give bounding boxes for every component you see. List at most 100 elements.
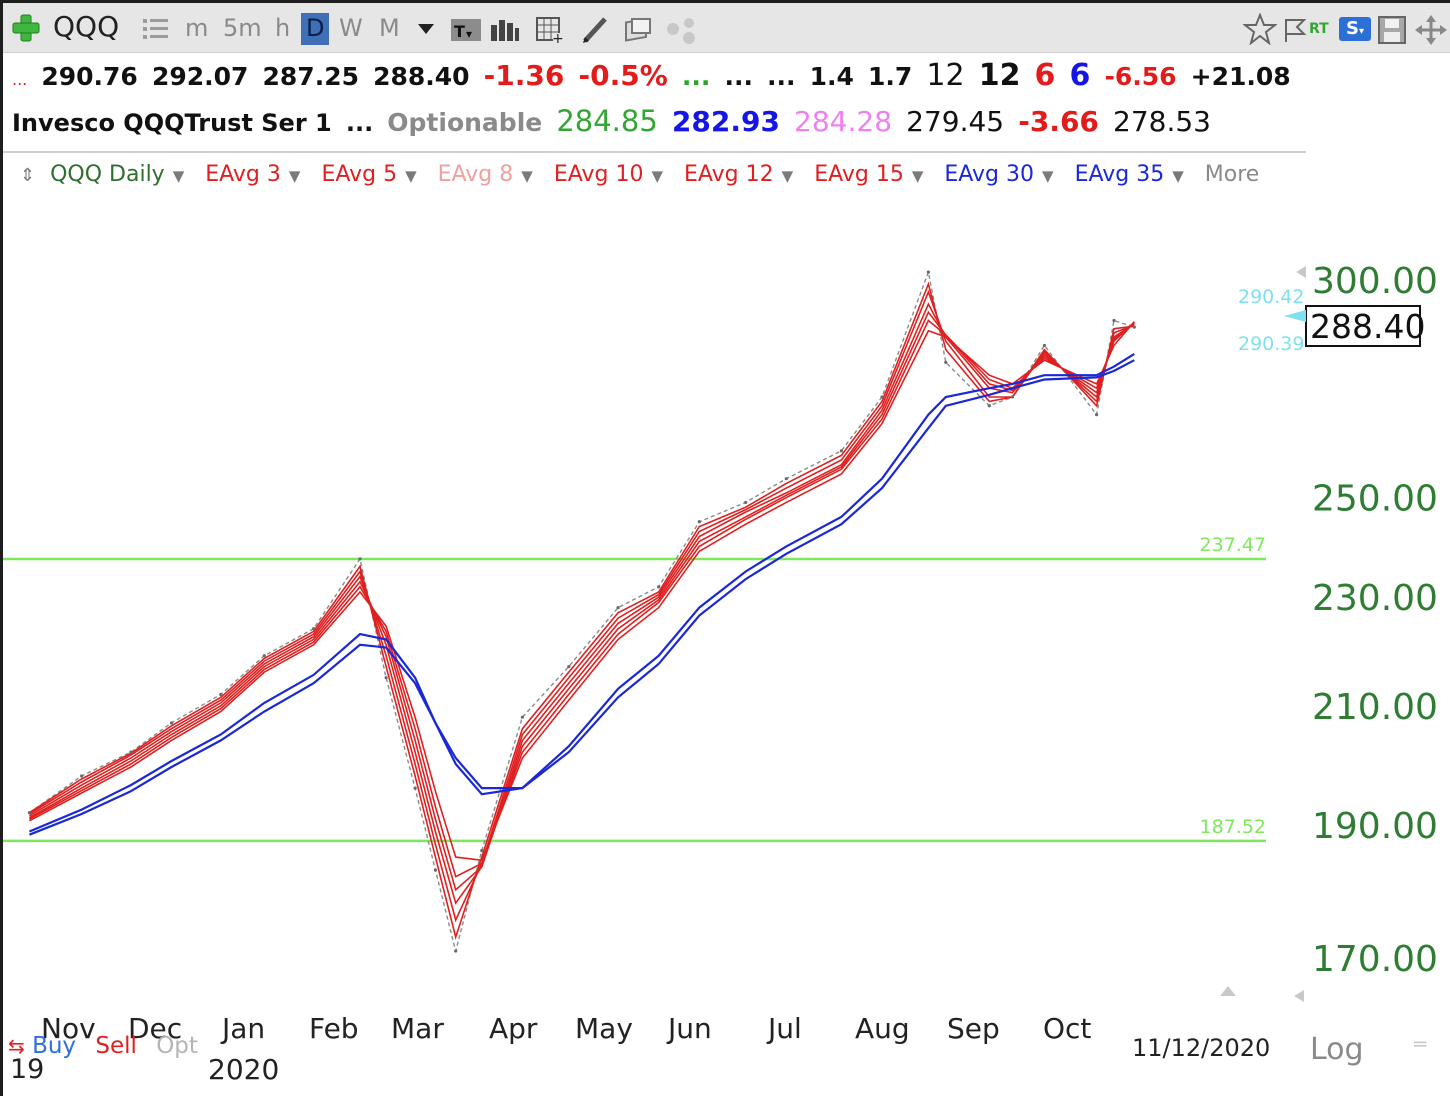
optionable-label: Optionable — [387, 108, 543, 137]
legend-eavg-15[interactable]: EAvg 15 — [814, 162, 904, 187]
legend-grip-icon[interactable]: ⇕ — [20, 165, 36, 186]
calendar-grid-icon[interactable]: + — [535, 15, 565, 45]
chart-type-icon[interactable]: T ▾ — [451, 17, 483, 43]
order-arrows-icon[interactable]: ⇆ — [8, 1034, 25, 1058]
legend-eavg-5-dropdown-icon[interactable]: ▼ — [405, 167, 417, 185]
close-point — [1095, 413, 1099, 417]
axis-layer: 300.00 250.00 230.00 210.00 190.00 170.00 Nov D… — [41, 261, 1438, 1045]
quote-value-2: 1.7 — [868, 62, 913, 91]
save-icon[interactable] — [1377, 15, 1409, 45]
quote-value-6: 6 — [1069, 58, 1091, 93]
indicator-legend: ⇕ QQQ Daily ▼ EAvg 3 ▼ EAvg 5 ▼ EAvg 8 ▼ EAv… — [20, 162, 1267, 187]
quote2-value-4: 279.45 — [906, 105, 1005, 138]
close-point — [520, 715, 525, 719]
flag-icon[interactable] — [1283, 17, 1307, 43]
timeframe-m-monthly[interactable]: M — [379, 14, 400, 42]
scroll-up-icon[interactable] — [1296, 266, 1306, 278]
series-line-eavg-30 — [28, 352, 1135, 833]
legend-eavg-12[interactable]: EAvg 12 — [684, 162, 774, 187]
sell-button[interactable]: Sell — [95, 1033, 137, 1059]
scan-button[interactable]: S▾ — [1339, 17, 1371, 41]
settings-toggle-icon[interactable]: ═ — [1414, 1032, 1427, 1056]
bar-chart-icon[interactable] — [490, 17, 520, 43]
close-point — [262, 654, 266, 658]
scroll-left-icon[interactable] — [1294, 990, 1304, 1002]
series-line-eavg-10 — [29, 310, 1135, 892]
legend-eavg-3[interactable]: EAvg 3 — [205, 162, 281, 187]
y-tick-label: 300.00 — [1312, 261, 1438, 302]
legend-main-dropdown-icon[interactable]: ▼ — [172, 167, 185, 185]
x-tick-label: Jan — [220, 1012, 265, 1045]
legend-eavg-8[interactable]: EAvg 8 — [437, 162, 514, 187]
buy-button[interactable]: Buy — [32, 1033, 77, 1059]
close-point — [358, 557, 362, 561]
star-icon[interactable] — [1243, 13, 1277, 45]
close-point — [129, 750, 133, 754]
x-tick-label: Sep — [947, 1012, 1000, 1045]
quote-value-1: 1.4 — [809, 62, 854, 91]
x-tick-label: Mar — [391, 1012, 444, 1045]
close-point — [697, 520, 701, 524]
order-buttons: ⇆ Buy Sell Opt — [8, 1033, 198, 1059]
share-icon[interactable] — [665, 15, 699, 45]
close-point — [312, 627, 316, 631]
zoom-up-icon[interactable] — [1220, 986, 1236, 996]
legend-eavg-10[interactable]: EAvg 10 — [553, 162, 644, 187]
option-button[interactable]: Opt — [156, 1033, 198, 1059]
move-icon[interactable] — [1415, 15, 1447, 45]
x-tick-label: Aug — [855, 1012, 910, 1045]
legend-more-button[interactable]: More — [1204, 162, 1260, 187]
security-name: Invesco QQQTrust Ser 1 — [12, 109, 332, 137]
legend-eavg-30-dropdown-icon[interactable]: ▼ — [1042, 167, 1054, 185]
scan-button-label: S — [1346, 18, 1359, 39]
legend-eavg-30[interactable]: EAvg 30 — [944, 162, 1035, 187]
legend-eavg-12-dropdown-icon[interactable]: ▼ — [781, 167, 794, 185]
moving-average-layer — [27, 269, 1136, 953]
timeframe-m[interactable]: m — [185, 14, 209, 42]
quote-dots-1: ... — [724, 62, 753, 91]
legend-eavg-15-dropdown-icon[interactable]: ▼ — [911, 167, 924, 185]
pencil-icon[interactable] — [581, 15, 611, 45]
last-price-box — [1305, 305, 1421, 347]
timeframe-d[interactable]: D — [301, 13, 330, 45]
last-price-label: 288.40 — [1310, 307, 1425, 346]
quote-value-7: -6.56 — [1104, 62, 1177, 91]
realtime-label[interactable]: RT — [1309, 21, 1329, 37]
close-point — [454, 949, 458, 953]
timeframe-5m[interactable]: 5m — [223, 14, 262, 42]
series-line-eavg-5 — [28, 289, 1135, 923]
quote2-value-1: 284.85 — [556, 104, 658, 138]
timeframe-w[interactable]: W — [339, 14, 363, 42]
list-icon[interactable] — [143, 17, 169, 41]
x-tick-label: Feb — [309, 1012, 359, 1045]
year-start-label: 19 — [10, 1054, 45, 1085]
legend-eavg-10-dropdown-icon[interactable]: ▼ — [651, 167, 663, 185]
quote2-value-6: 278.53 — [1113, 105, 1211, 138]
legend-eavg-8-dropdown-icon[interactable]: ▼ — [521, 167, 533, 185]
quote2-value-5: -3.66 — [1018, 105, 1099, 138]
legend-eavg-35-dropdown-icon[interactable]: ▼ — [1172, 167, 1184, 185]
add-icon[interactable] — [11, 13, 41, 43]
close-point — [384, 676, 388, 680]
close-point — [744, 500, 748, 505]
quote-value-4: 12 — [978, 58, 1021, 93]
legend-eavg-35[interactable]: EAvg 35 — [1074, 162, 1165, 187]
close-point — [616, 605, 620, 610]
timeframe-dropdown-icon[interactable] — [417, 23, 435, 35]
open-price: 290.76 — [41, 62, 138, 91]
timeframe-h[interactable]: h — [275, 14, 291, 42]
window-icon[interactable] — [623, 15, 653, 45]
quote-dots-green: ... — [681, 62, 711, 91]
legend-eavg-3-dropdown-icon[interactable]: ▼ — [288, 167, 301, 185]
last-price: 288.40 — [373, 62, 470, 91]
svg-text:+: + — [552, 31, 564, 45]
symbol-label[interactable]: QQQ — [53, 10, 120, 43]
svg-text:▾: ▾ — [466, 27, 472, 41]
legend-eavg-5[interactable]: EAvg 5 — [321, 162, 398, 187]
log-scale-toggle[interactable]: Log — [1310, 1032, 1364, 1067]
quote-line-2: Invesco QQQTrust Ser 1 ... Optionable 28… — [12, 104, 1220, 148]
y-tick-label: 170.00 — [1312, 939, 1438, 980]
close-point — [784, 477, 788, 481]
legend-main-series[interactable]: QQQ Daily — [50, 162, 165, 187]
